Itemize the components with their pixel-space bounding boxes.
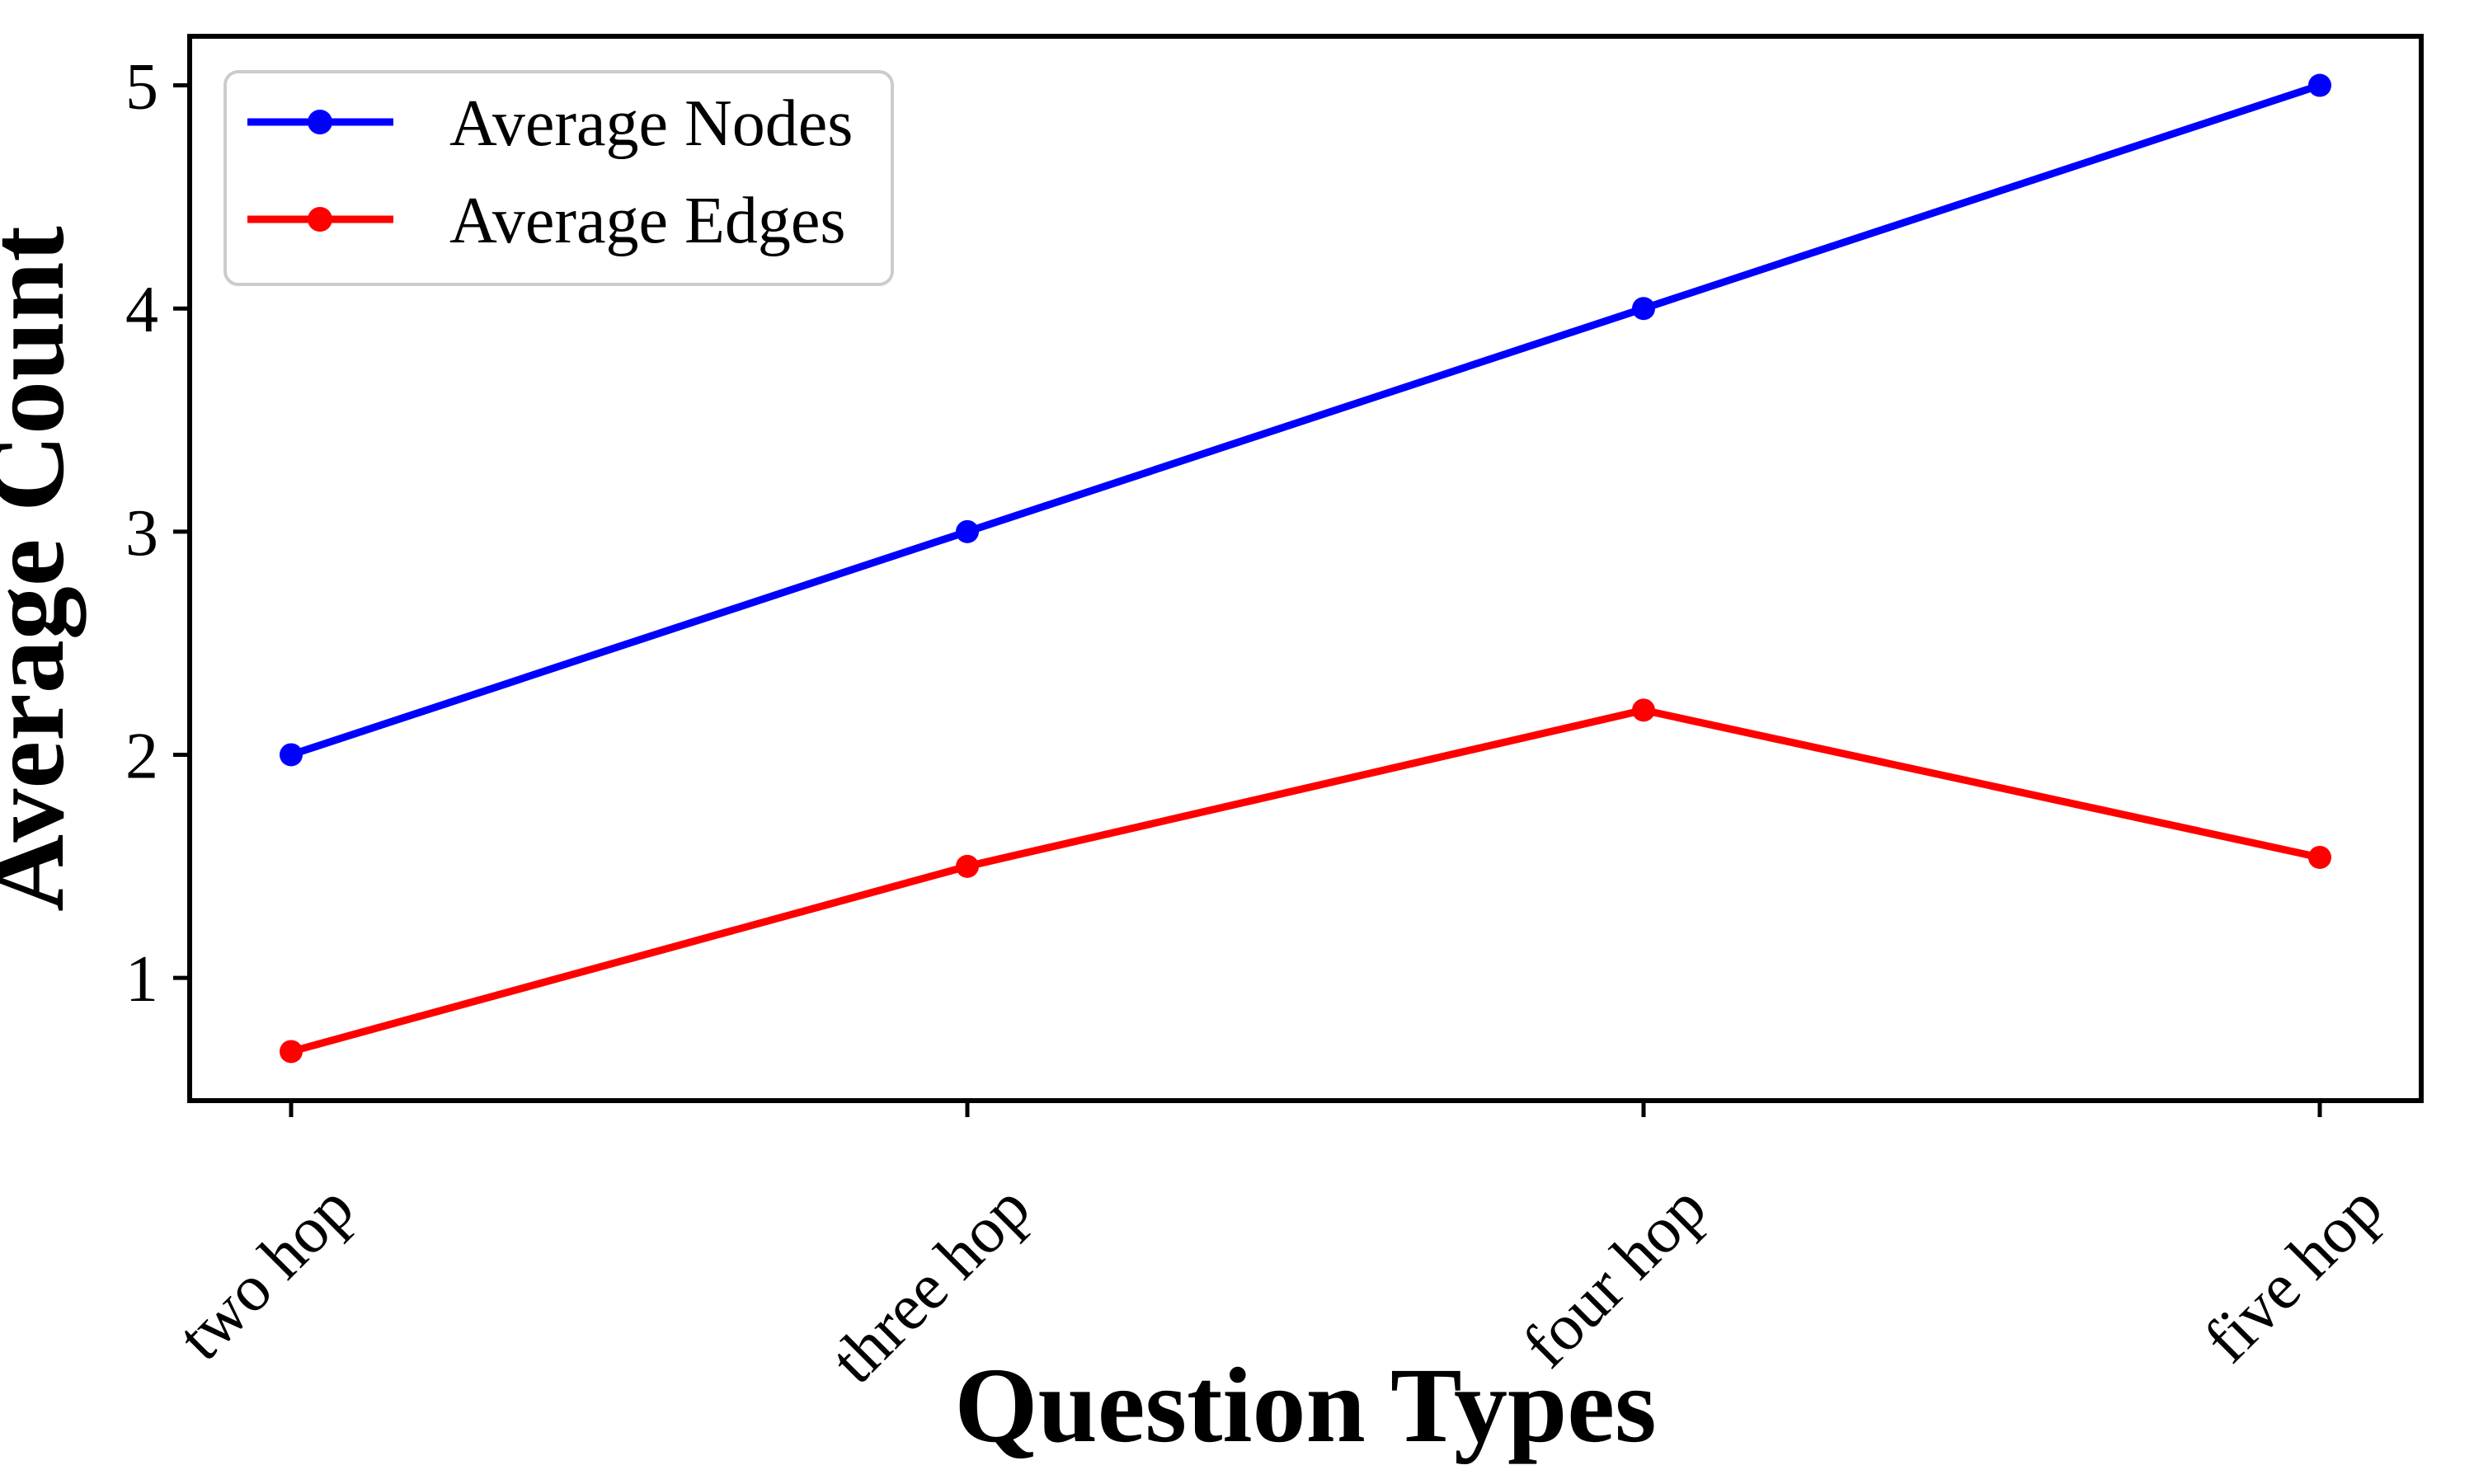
y-tick-label: 5 [125, 51, 158, 124]
data-point-marker [956, 519, 979, 543]
legend-label-edges: Average Edges [449, 185, 846, 257]
legend-entry-average-nodes: Average Nodes [247, 87, 853, 160]
data-point-marker [1632, 698, 1655, 722]
x-tick-label: two hop [165, 1172, 368, 1374]
legend-label-nodes: Average Nodes [449, 87, 853, 160]
legend-marker-edges [308, 207, 332, 232]
data-series-group [280, 73, 2331, 1064]
x-tick-label: five hop [2191, 1172, 2396, 1377]
series-line-average-nodes [287, 82, 2324, 758]
data-point-marker [2308, 73, 2331, 97]
legend-marker-nodes [308, 110, 332, 134]
y-axis-label: Average Count [0, 226, 87, 912]
series-line-average-edges [287, 706, 2324, 1055]
legend-entry-average-edges: Average Edges [247, 185, 846, 257]
data-point-marker [1632, 297, 1655, 321]
y-tick-label: 2 [125, 720, 158, 792]
y-tick-label: 1 [125, 943, 158, 1016]
data-point-marker [2308, 845, 2331, 869]
legend: Average Nodes Average Edges [223, 70, 894, 286]
data-point-marker [280, 743, 303, 767]
x-axis-label: Question Types [954, 1346, 1656, 1465]
data-point-marker [280, 1040, 303, 1064]
y-axis: 1 2 3 4 5 [125, 51, 190, 1016]
y-tick-label: 3 [125, 497, 158, 570]
data-point-marker [956, 854, 979, 878]
y-tick-label: 4 [125, 274, 158, 346]
